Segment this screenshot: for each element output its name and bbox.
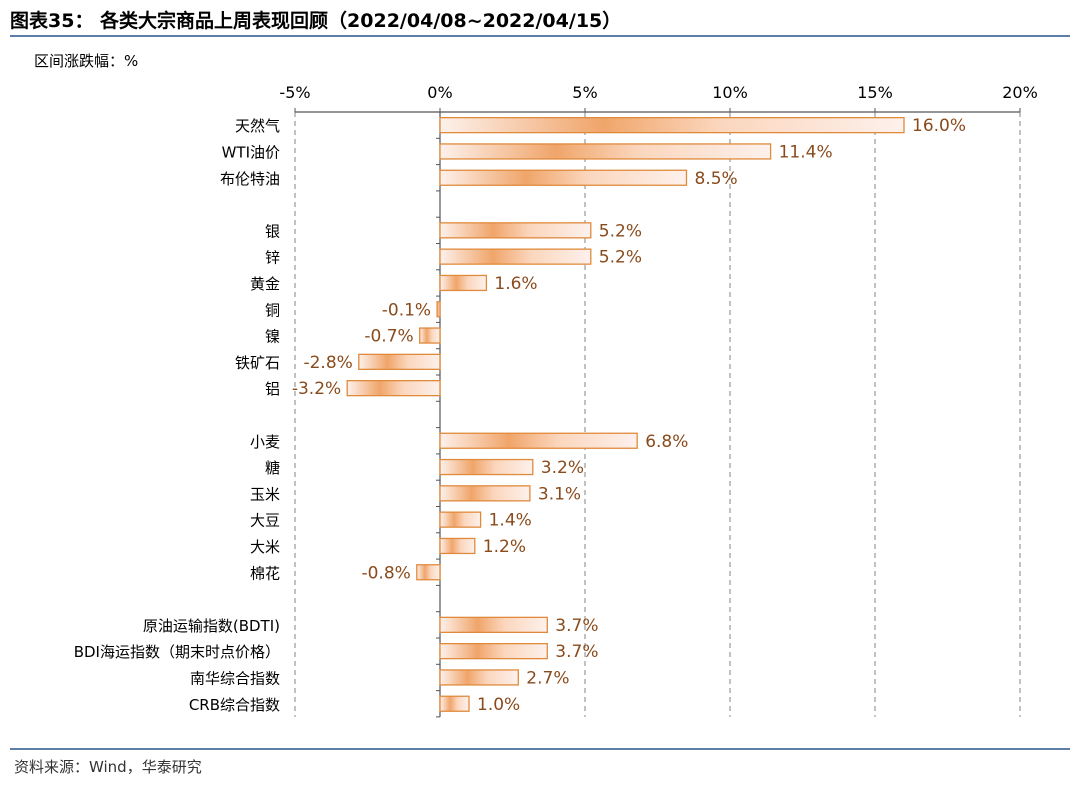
category-label: 棉花 <box>250 564 280 582</box>
bars <box>346 117 905 712</box>
x-tick-labels: -5% 0% 5% 10% 15% 20% <box>279 83 1037 102</box>
bar <box>358 353 441 371</box>
data-label: -2.8% <box>303 353 352 373</box>
data-label: -0.1% <box>382 300 431 320</box>
category-label: WTI油价 <box>222 143 280 161</box>
category-label: 小麦 <box>250 433 280 451</box>
grid-lines <box>294 112 1021 717</box>
bar <box>439 695 470 712</box>
bar <box>439 248 592 265</box>
bar <box>346 379 441 397</box>
category-label: 布伦特油 <box>220 170 280 188</box>
axes <box>294 108 1021 718</box>
data-label: 2.7% <box>526 668 569 688</box>
category-label: 大米 <box>250 538 280 556</box>
category-label: 镍 <box>265 328 280 346</box>
bar <box>439 485 531 502</box>
x-tick-label: 15% <box>857 83 893 102</box>
bar <box>439 274 488 292</box>
bar <box>439 143 772 160</box>
category-label: 天然气 <box>235 117 280 135</box>
data-label: 3.1% <box>538 484 581 504</box>
category-label: 玉米 <box>250 485 280 503</box>
data-label: 1.2% <box>483 537 526 557</box>
category-label: 银 <box>265 222 280 240</box>
data-label: 6.8% <box>645 432 688 452</box>
data-label: 3.2% <box>541 458 584 478</box>
bar <box>416 564 441 581</box>
category-label: 原油运输指数(BDTI) <box>143 617 280 635</box>
data-label: 3.7% <box>555 616 598 636</box>
category-label: 铜 <box>265 301 280 319</box>
category-label: 糖 <box>265 459 280 477</box>
chart-title: 图表35： 各类大宗商品上周表现回顾（2022/04/08~2022/04/15… <box>10 10 622 32</box>
bar <box>439 117 905 134</box>
bar <box>436 301 441 318</box>
data-label: 5.2% <box>599 248 642 268</box>
x-tick-label: 5% <box>572 83 597 102</box>
unit-label: 区间涨跌幅：% <box>34 52 139 70</box>
data-label: 11.4% <box>779 142 833 162</box>
data-label: 5.2% <box>599 221 642 241</box>
category-label: 南华综合指数 <box>190 669 280 687</box>
data-label: 1.0% <box>477 695 520 715</box>
bar <box>439 222 592 239</box>
category-label: 黄金 <box>250 275 280 293</box>
category-label: 大豆 <box>250 512 280 530</box>
category-label: 锌 <box>265 249 280 267</box>
category-label: 铁矿石 <box>235 354 280 372</box>
title-divider <box>10 35 1070 37</box>
bar <box>439 537 476 555</box>
source-note: 资料来源：Wind，华泰研究 <box>14 758 202 776</box>
data-label: -0.8% <box>361 563 410 583</box>
x-tick-label: 20% <box>1002 83 1038 102</box>
data-label: 16.0% <box>912 116 966 136</box>
data-label: 8.5% <box>695 169 738 189</box>
category-label: CRB综合指数 <box>189 696 280 714</box>
x-tick-label: 0% <box>427 83 452 102</box>
data-label: -0.7% <box>364 327 413 347</box>
bar <box>439 511 482 528</box>
category-labels: 天然气 WTI油价布伦特油银锌黄金铜镍铁矿石铝小麦糖玉米大豆大米棉花原油运输指数(… <box>74 117 280 714</box>
bar <box>439 669 519 686</box>
category-label: BDI海运指数（期末时点价格） <box>74 643 280 661</box>
data-labels: 16.0% 11.4% 8.5% 5.2% 5.2% 1.6% -0.1% -0.7% -2.8… <box>292 116 966 715</box>
data-label: -3.2% <box>292 379 341 399</box>
x-tick-label: 10% <box>712 83 748 102</box>
x-tick-label: -5% <box>279 83 310 102</box>
bar <box>439 616 548 633</box>
bar <box>439 643 548 660</box>
bar <box>419 327 441 344</box>
bar <box>439 432 638 449</box>
footer-divider <box>10 748 1070 750</box>
bar <box>439 458 534 476</box>
bar <box>439 169 688 186</box>
data-label: 1.4% <box>489 511 532 531</box>
data-label: 3.7% <box>555 642 598 662</box>
data-label: 1.6% <box>494 274 537 294</box>
category-label: 铝 <box>265 380 280 398</box>
